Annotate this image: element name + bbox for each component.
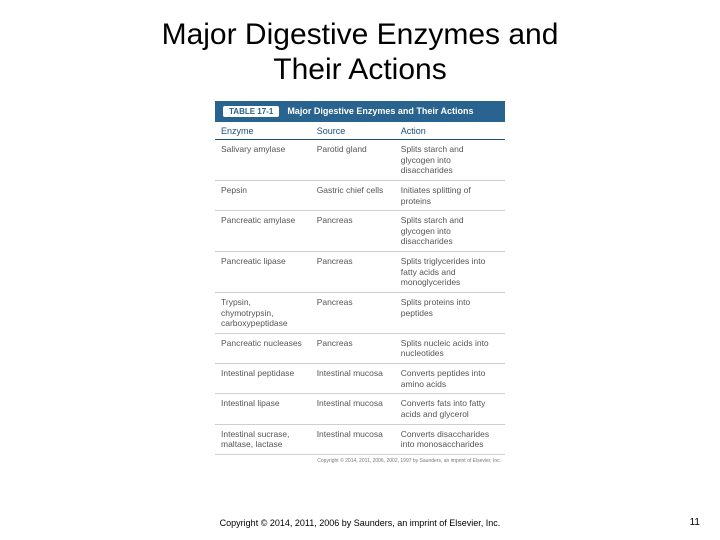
table-row: Pancreatic nucleasesPancreasSplits nucle… bbox=[215, 333, 505, 363]
cell-action: Converts fats into fatty acids and glyce… bbox=[395, 394, 505, 424]
table-row: Trypsin, chymotrypsin, carboxypeptidaseP… bbox=[215, 292, 505, 333]
cell-action: Splits nucleic acids into nucleotides bbox=[395, 333, 505, 363]
slide-title: Major Digestive Enzymes and Their Action… bbox=[0, 0, 720, 87]
table-row: Pancreatic lipasePancreasSplits triglyce… bbox=[215, 252, 505, 293]
cell-enzyme: Pancreatic amylase bbox=[215, 211, 311, 252]
table-number-tag: TABLE 17-1 bbox=[223, 106, 279, 117]
table-row: Pancreatic amylasePancreasSplits starch … bbox=[215, 211, 505, 252]
cell-source: Intestinal mucosa bbox=[311, 394, 395, 424]
enzyme-table: Enzyme Source Action Salivary amylasePar… bbox=[215, 122, 505, 455]
table-column-header-row: Enzyme Source Action bbox=[215, 122, 505, 140]
table-header-title: Major Digestive Enzymes and Their Action… bbox=[287, 106, 473, 117]
slide-title-line1: Major Digestive Enzymes and bbox=[162, 18, 559, 51]
cell-enzyme: Salivary amylase bbox=[215, 140, 311, 181]
cell-action: Splits starch and glycogen into disaccha… bbox=[395, 211, 505, 252]
cell-source: Intestinal mucosa bbox=[311, 424, 395, 454]
page-number: 11 bbox=[690, 517, 700, 528]
col-header-source: Source bbox=[311, 122, 395, 140]
cell-enzyme: Pepsin bbox=[215, 180, 311, 210]
col-header-action: Action bbox=[395, 122, 505, 140]
table-row: PepsinGastric chief cellsInitiates split… bbox=[215, 180, 505, 210]
enzyme-table-container: TABLE 17-1 Major Digestive Enzymes and T… bbox=[215, 101, 505, 464]
table-inner-copyright: Copyright © 2014, 2011, 2006, 2002, 1997… bbox=[215, 455, 505, 464]
cell-action: Initiates splitting of proteins bbox=[395, 180, 505, 210]
table-row: Salivary amylaseParotid glandSplits star… bbox=[215, 140, 505, 181]
cell-source: Pancreas bbox=[311, 211, 395, 252]
cell-source: Parotid gland bbox=[311, 140, 395, 181]
cell-enzyme: Intestinal sucrase, maltase, lactase bbox=[215, 424, 311, 454]
footer-copyright: Copyright © 2014, 2011, 2006 by Saunders… bbox=[0, 518, 720, 528]
table-row: Intestinal sucrase, maltase, lactaseInte… bbox=[215, 424, 505, 454]
cell-enzyme: Intestinal lipase bbox=[215, 394, 311, 424]
cell-source: Pancreas bbox=[311, 292, 395, 333]
cell-enzyme: Pancreatic nucleases bbox=[215, 333, 311, 363]
cell-enzyme: Intestinal peptidase bbox=[215, 364, 311, 394]
col-header-enzyme: Enzyme bbox=[215, 122, 311, 140]
table-row: Intestinal peptidaseIntestinal mucosaCon… bbox=[215, 364, 505, 394]
slide-title-line2: Their Actions bbox=[273, 53, 446, 86]
cell-source: Intestinal mucosa bbox=[311, 364, 395, 394]
cell-action: Splits triglycerides into fatty acids an… bbox=[395, 252, 505, 293]
table-row: Intestinal lipaseIntestinal mucosaConver… bbox=[215, 394, 505, 424]
cell-source: Gastric chief cells bbox=[311, 180, 395, 210]
cell-action: Splits proteins into peptides bbox=[395, 292, 505, 333]
cell-action: Converts peptides into amino acids bbox=[395, 364, 505, 394]
cell-enzyme: Pancreatic lipase bbox=[215, 252, 311, 293]
cell-action: Splits starch and glycogen into disaccha… bbox=[395, 140, 505, 181]
cell-action: Converts disaccharides into monosacchari… bbox=[395, 424, 505, 454]
cell-source: Pancreas bbox=[311, 252, 395, 293]
cell-enzyme: Trypsin, chymotrypsin, carboxypeptidase bbox=[215, 292, 311, 333]
cell-source: Pancreas bbox=[311, 333, 395, 363]
table-header-bar: TABLE 17-1 Major Digestive Enzymes and T… bbox=[215, 101, 505, 122]
